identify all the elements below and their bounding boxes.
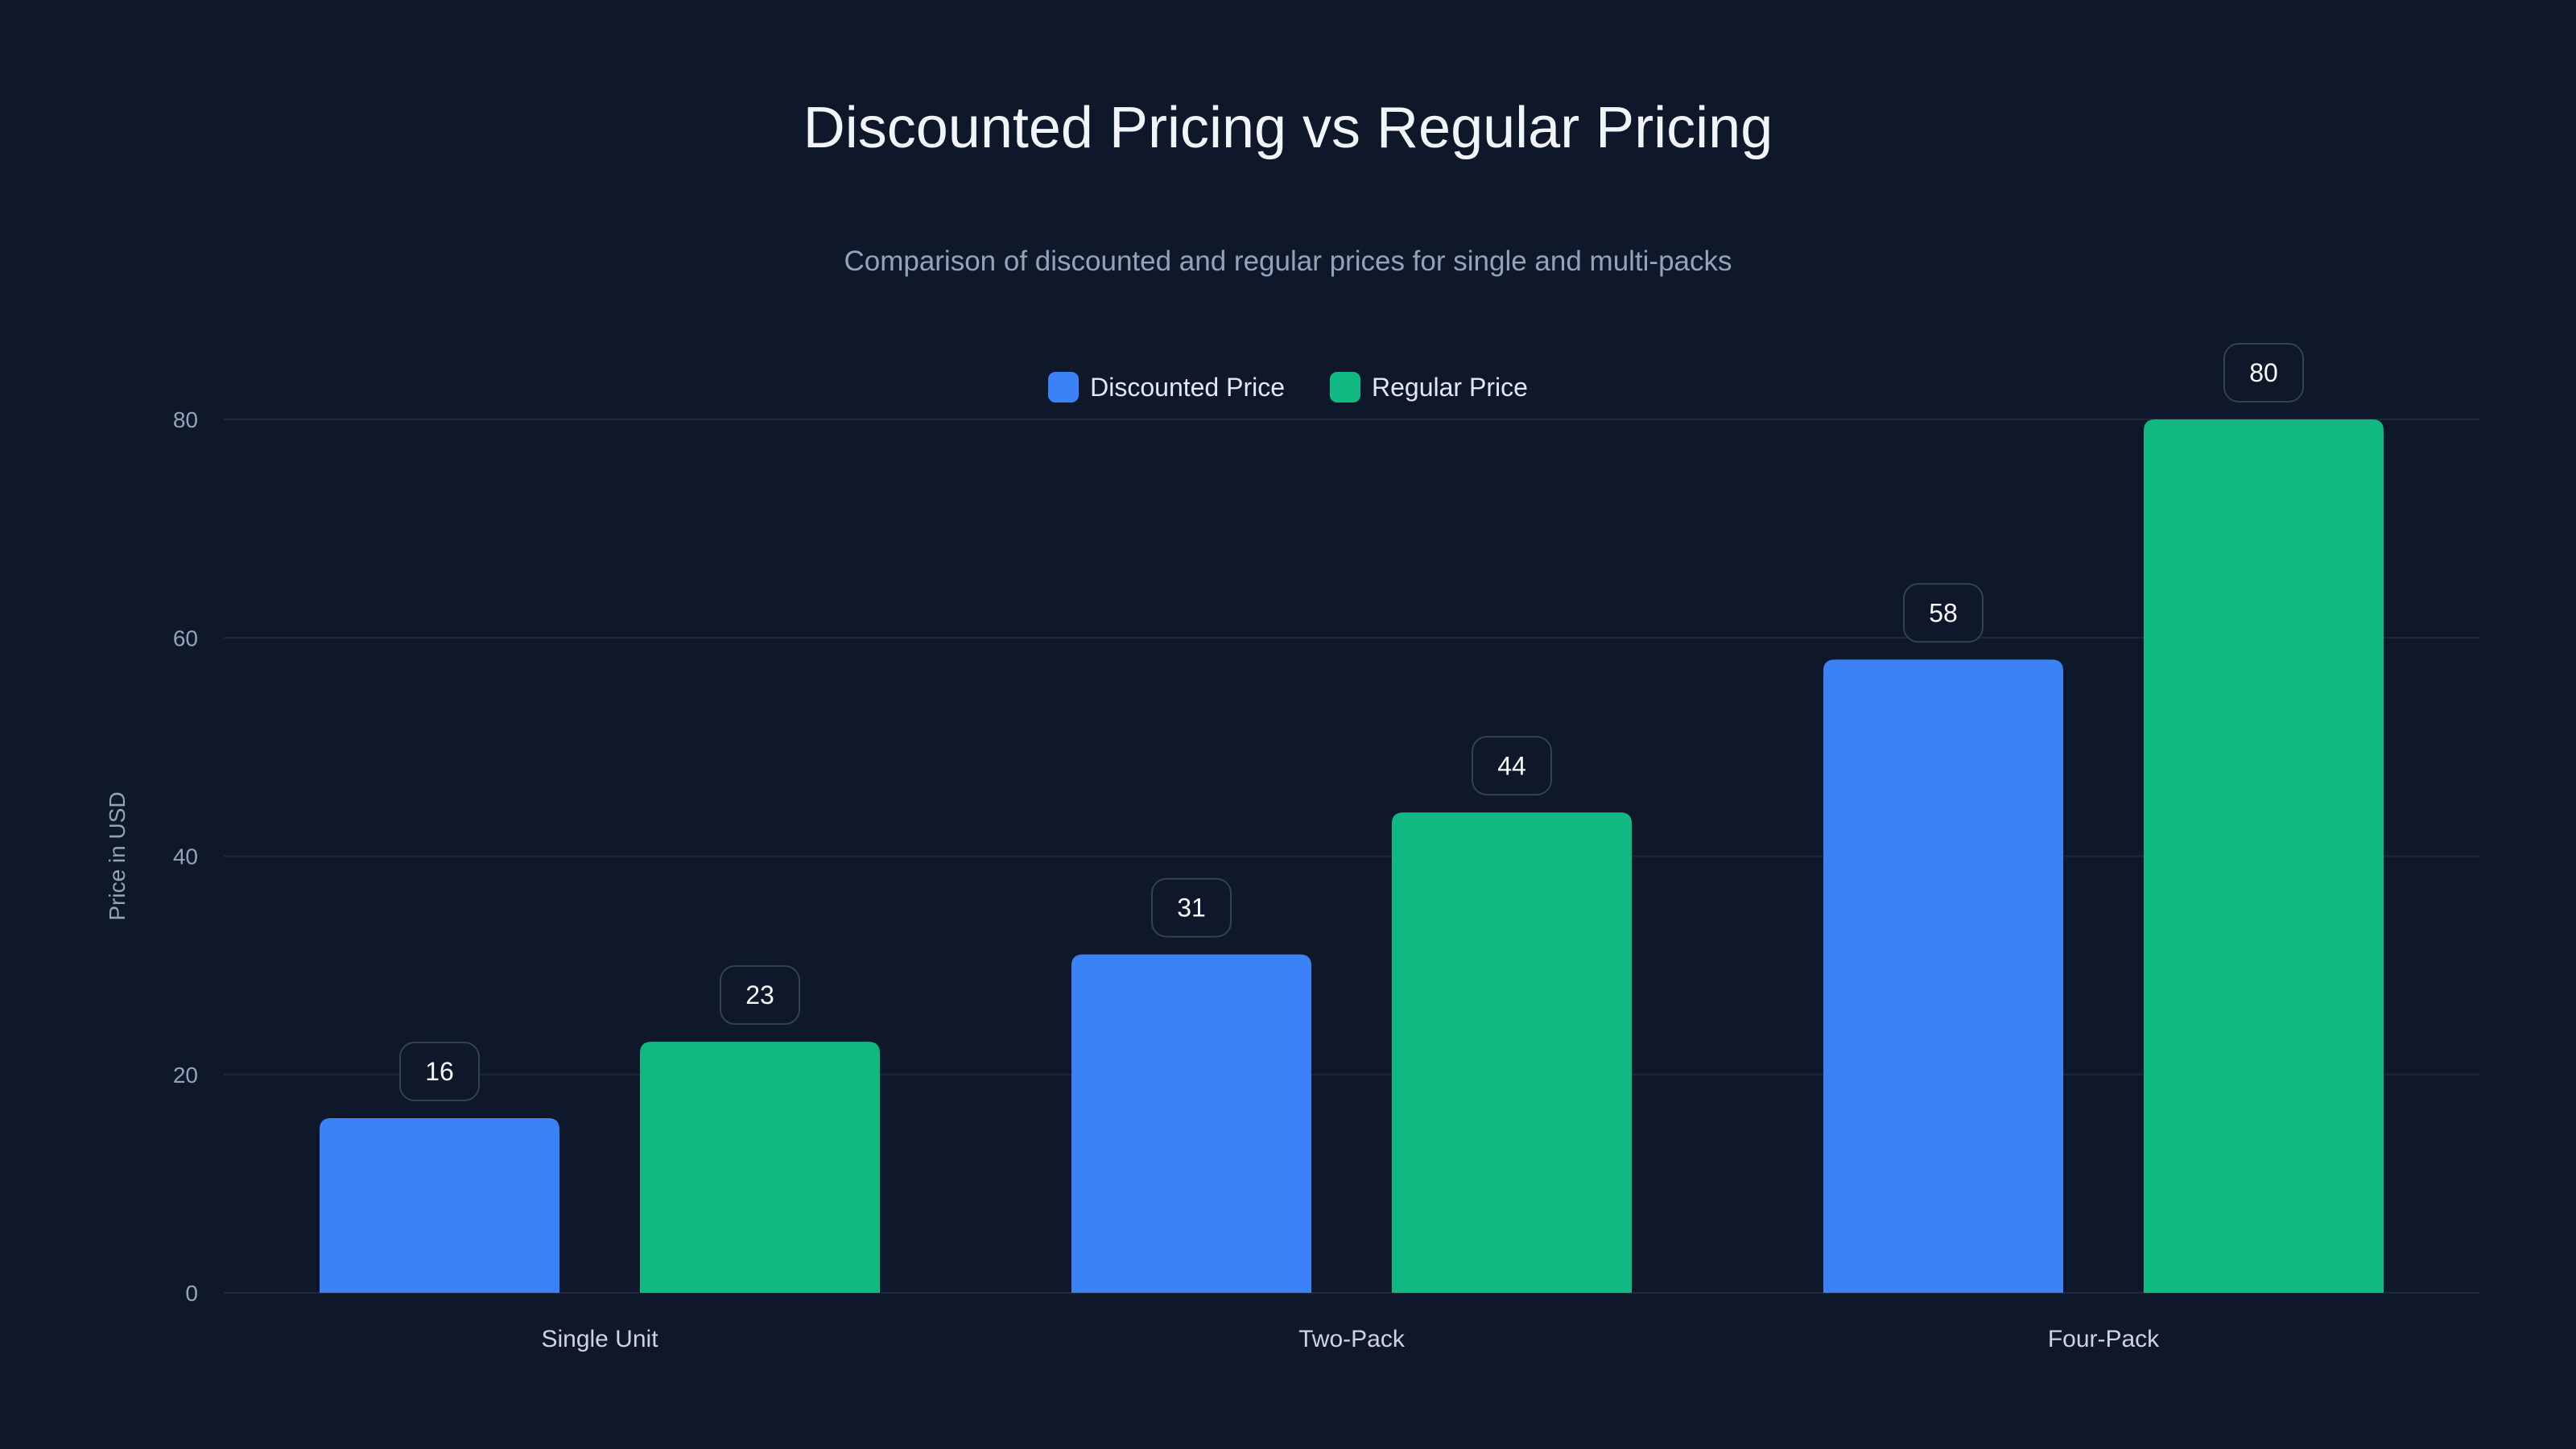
legend-swatch-regular [1330, 372, 1361, 402]
legend-item-regular[interactable]: Regular Price [1330, 372, 1528, 402]
bar [1823, 659, 2063, 1293]
chart-title: Discounted Pricing vs Regular Pricing [803, 96, 1773, 160]
bar [640, 1042, 880, 1293]
data-label: 80 [2249, 358, 2278, 387]
legend-item-discounted[interactable]: Discounted Price [1048, 372, 1285, 402]
x-tick-label: Four-Pack [2048, 1326, 2160, 1352]
legend-label: Regular Price [1372, 372, 1528, 402]
data-label: 23 [745, 980, 774, 1009]
data-label-box [1151, 877, 1232, 938]
data-label-box [1472, 736, 1552, 796]
y-tick-label: 80 [173, 407, 198, 432]
data-label: 31 [1177, 894, 1206, 923]
bar [1392, 812, 1632, 1293]
y-tick-label: 60 [173, 625, 198, 650]
x-tick-label: Two-Pack [1298, 1326, 1406, 1352]
y-tick-label: 40 [173, 844, 198, 869]
legend-label: Discounted Price [1090, 372, 1286, 402]
data-label-box [399, 1042, 480, 1101]
y-axis-label: Price in USD [105, 791, 130, 920]
data-label-box [2223, 343, 2304, 402]
data-label: 44 [1497, 751, 1526, 780]
chart-subtitle: Comparison of discounted and regular pri… [844, 246, 1732, 277]
bar [1071, 954, 1311, 1293]
x-tick-label: Single Unit [541, 1326, 658, 1352]
bar [2144, 419, 2384, 1293]
y-tick-label: 20 [173, 1063, 198, 1088]
data-label: 58 [1929, 598, 1958, 627]
data-label-box [1903, 583, 1984, 643]
legend-swatch-discounted [1048, 372, 1080, 402]
legend: Discounted Price Regular Price [0, 372, 2576, 402]
bar [320, 1118, 559, 1293]
data-label-box [720, 965, 800, 1026]
y-tick-label: 0 [185, 1281, 198, 1306]
data-label: 16 [425, 1057, 454, 1086]
